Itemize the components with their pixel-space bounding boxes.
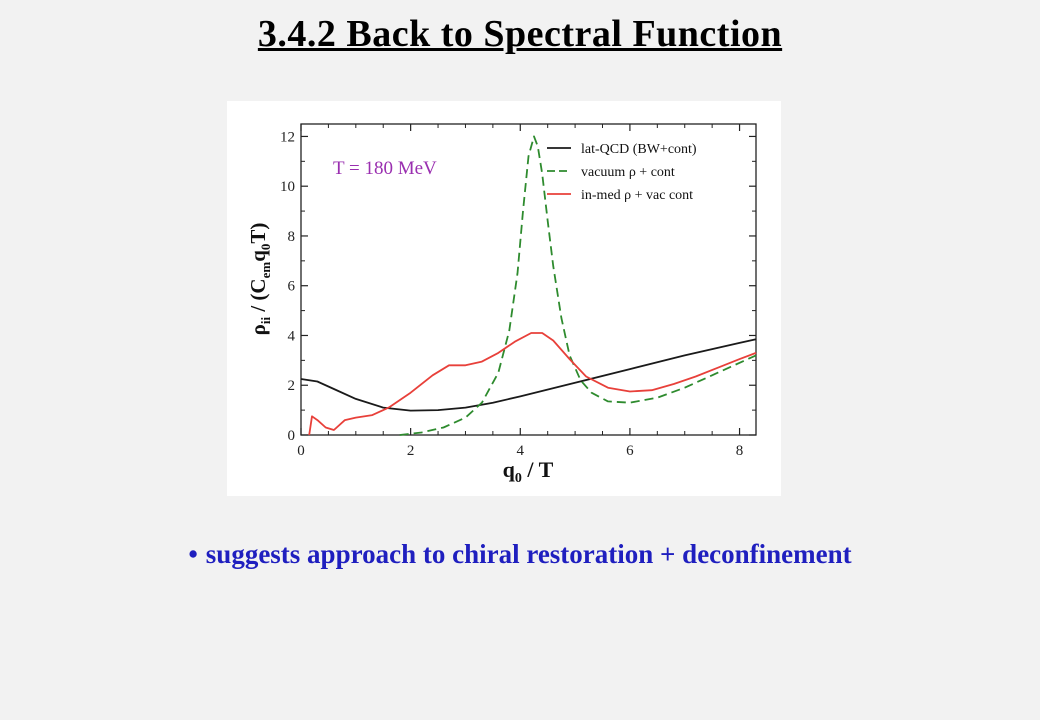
y-label-mid: / (C bbox=[246, 278, 270, 317]
y-label-q-sub: 0 bbox=[258, 244, 273, 251]
y-label-q: q bbox=[246, 250, 270, 262]
bullet-symbol: • bbox=[188, 539, 198, 569]
series-line-1 bbox=[300, 338, 757, 412]
y-tick-label: 12 bbox=[280, 129, 295, 145]
x-tick-label: 2 bbox=[407, 443, 415, 459]
y-label-c-sub: em bbox=[258, 262, 273, 279]
legend-label-2: vacuum ρ + cont bbox=[581, 165, 675, 180]
y-tick-label: 10 bbox=[280, 179, 295, 195]
x-tick-label: 8 bbox=[736, 443, 744, 459]
spectral-function-chart: 0 2 4 6 8 0 2 4 6 8 10 12 T = 180 MeV lat-QCD (BW+c… bbox=[227, 101, 781, 496]
y-label-end: T) bbox=[246, 223, 270, 244]
y-tick-label: 0 bbox=[288, 428, 296, 444]
y-axis-label: ρii / (Cemq0T) bbox=[246, 223, 273, 336]
series-line-2 bbox=[399, 135, 757, 436]
y-tick-label: 8 bbox=[288, 229, 296, 245]
legend-label-1: lat-QCD (BW+cont) bbox=[581, 142, 697, 157]
y-tick-label: 2 bbox=[288, 378, 296, 394]
y-label-rho-sub: ii bbox=[258, 317, 273, 325]
plot-frame bbox=[300, 123, 757, 436]
ticks-layer: 0 2 4 6 8 0 2 4 6 8 10 12 bbox=[280, 124, 756, 459]
y-tick-label: 6 bbox=[288, 279, 296, 295]
x-tick-label: 6 bbox=[626, 443, 634, 459]
legend: lat-QCD (BW+cont) vacuum ρ + cont in-med ρ… bbox=[547, 142, 697, 203]
bullet-point: • suggests approach to chiral restoration… bbox=[0, 539, 1040, 570]
x-axis-label: q0 / T bbox=[503, 457, 554, 486]
series-line-3 bbox=[308, 332, 757, 436]
bullet-text: suggests approach to chiral restoration … bbox=[205, 539, 852, 569]
x-label-rest: / T bbox=[522, 457, 554, 482]
x-tick-label: 0 bbox=[297, 443, 305, 459]
legend-label-3: in-med ρ + vac cont bbox=[581, 188, 693, 203]
x-label-base: q bbox=[503, 457, 516, 482]
x-tick-label: 4 bbox=[517, 443, 525, 459]
chart-svg: 0 2 4 6 8 0 2 4 6 8 10 12 T = 180 MeV lat-QCD (BW+c… bbox=[246, 123, 757, 486]
y-label-rho: ρ bbox=[246, 324, 270, 335]
slide-title: 3.4.2 Back to Spectral Function bbox=[257, 13, 783, 55]
temperature-annotation: T = 180 MeV bbox=[333, 158, 437, 179]
x-label-sub: 0 bbox=[515, 471, 522, 486]
series-layer bbox=[300, 135, 757, 436]
y-tick-label: 4 bbox=[288, 328, 296, 344]
